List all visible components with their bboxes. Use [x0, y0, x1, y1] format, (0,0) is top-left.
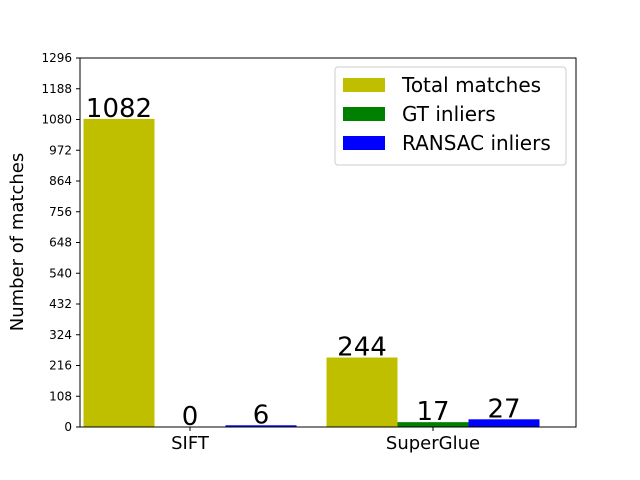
x-tick-label: SIFT	[171, 433, 210, 454]
x-tick-label: SuperGlue	[386, 433, 480, 454]
y-tick-label: 1296	[41, 51, 72, 65]
y-tick-label: 756	[49, 205, 72, 219]
legend-entry-label: GT inliers	[402, 102, 496, 126]
legend-swatch	[343, 78, 385, 92]
y-axis-title: Number of matches	[7, 153, 28, 331]
y-tick-label: 108	[49, 389, 72, 403]
legend-swatch	[343, 107, 385, 121]
y-tick-label: 216	[49, 359, 72, 373]
data-label: 17	[416, 397, 449, 427]
bar-sift-total-matches	[83, 118, 155, 428]
y-tick-label: 1080	[41, 113, 72, 127]
data-label: 0	[182, 402, 199, 432]
data-label: 244	[337, 333, 387, 363]
y-tick-label: 864	[49, 174, 72, 188]
legend: Total matches GT inliers RANSAC inliers	[334, 66, 567, 166]
x-axis: SIFT SuperGlue	[171, 427, 480, 454]
y-tick-label: 540	[49, 266, 72, 280]
bars-layer	[83, 118, 540, 428]
y-tick-label: 972	[49, 143, 72, 157]
data-label: 27	[487, 394, 520, 424]
legend-box	[334, 66, 567, 166]
legend-entry-label: Total matches	[401, 73, 541, 97]
y-tick-label: 0	[64, 420, 72, 434]
y-tick-label: 324	[49, 328, 72, 342]
bar-superglue-ransac-inliers	[468, 419, 540, 427]
legend-swatch	[343, 136, 385, 150]
y-tick-label: 648	[49, 236, 72, 250]
data-label: 1082	[86, 94, 152, 124]
y-axis: 0 108 216 324 432 540 648 756 864 972 1080 1188 1296	[41, 51, 80, 434]
bar-superglue-gt-inliers	[397, 422, 469, 427]
legend-entry-label: RANSAC inliers	[402, 131, 551, 155]
data-labels-layer: 1082 0 6 244 17 27	[86, 94, 521, 432]
y-tick-label: 432	[49, 297, 72, 311]
data-label: 6	[253, 400, 270, 430]
bar-superglue-total-matches	[326, 357, 398, 427]
y-tick-label: 1188	[41, 82, 72, 96]
bar-sift-ransac-inliers	[225, 425, 297, 427]
